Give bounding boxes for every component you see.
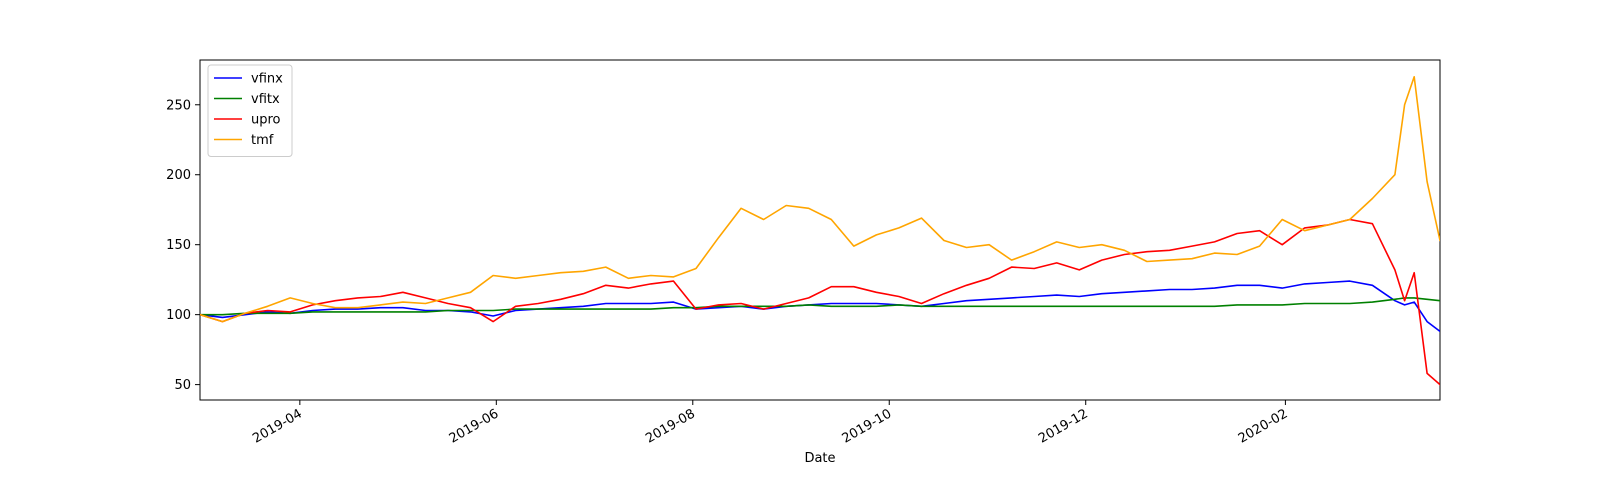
- y-tick-label-50: 50: [174, 378, 191, 393]
- x-tick-label-2019-08: 2019-08: [643, 406, 698, 446]
- legend-label-vfinx: vfinx: [251, 72, 283, 87]
- plot-frame: [199, 59, 1441, 401]
- series-line-tmf: [200, 76, 1440, 323]
- plot-border: [199, 59, 1441, 401]
- y-tick-label-200: 200: [166, 168, 191, 183]
- legend-box: [207, 64, 293, 157]
- x-tick-label-2019-04: 2019-04: [250, 406, 305, 446]
- series-line-vfinx: [200, 280, 1440, 333]
- legend: vfinx vfitx upro tmf: [207, 64, 293, 157]
- legend-label-tmf: tmf: [251, 133, 274, 148]
- series-line-upro: [200, 218, 1440, 386]
- x-axis: 2019-04 2019-06 2019-08 2019-10 2019-12 2020-…: [250, 400, 1290, 447]
- x-tick-label-2020-02: 2020-02: [1236, 406, 1291, 446]
- x-tick-label-2019-06: 2019-06: [447, 406, 502, 446]
- x-tick-label-2019-12: 2019-12: [1036, 406, 1091, 446]
- legend-label-upro: upro: [251, 113, 281, 128]
- y-tick-label-250: 250: [166, 98, 191, 113]
- y-tick-label-100: 100: [166, 308, 191, 323]
- legend-label-vfitx: vfitx: [251, 92, 280, 107]
- series-layer: [200, 76, 1440, 386]
- x-tick-label-2019-10: 2019-10: [840, 406, 895, 446]
- y-tick-label-150: 150: [166, 238, 191, 253]
- y-axis: 50 100 150 200 250: [166, 98, 200, 393]
- x-axis-title: Date: [804, 451, 835, 466]
- series-line-vfitx: [200, 297, 1440, 316]
